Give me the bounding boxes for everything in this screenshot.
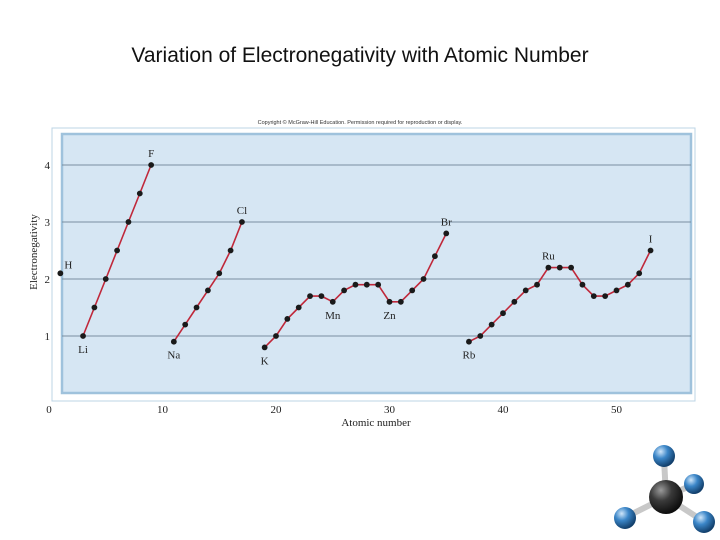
element-label: Zn xyxy=(383,310,396,322)
element-label: F xyxy=(148,148,154,160)
data-point xyxy=(443,230,450,237)
element-label: Cl xyxy=(237,205,247,217)
data-point xyxy=(556,264,563,271)
y-tick-label: 3 xyxy=(45,217,51,229)
data-point xyxy=(273,333,279,339)
data-point xyxy=(80,333,86,339)
data-point xyxy=(500,310,506,317)
plot-background xyxy=(60,132,693,395)
data-point xyxy=(488,321,495,328)
element-labels: H Li F Na Cl K Mn Zn Br Rb Ru I xyxy=(64,148,652,367)
element-label: Mn xyxy=(325,310,341,322)
data-point xyxy=(545,264,552,271)
data-point xyxy=(568,264,574,271)
x-tick-label: 10 xyxy=(157,404,169,416)
x-tick-label: 20 xyxy=(271,404,283,416)
x-tick-label: 30 xyxy=(384,404,396,416)
data-point xyxy=(205,287,211,294)
data-point xyxy=(170,338,177,345)
element-label: Br xyxy=(441,216,452,228)
x-tick-label: 0 xyxy=(46,404,52,416)
element-label: H xyxy=(64,259,72,271)
data-point xyxy=(624,281,631,288)
data-point xyxy=(284,316,291,322)
data-point xyxy=(216,270,223,277)
data-point xyxy=(352,281,359,288)
element-label: Na xyxy=(167,350,180,362)
copyright-notice: Copyright © McGraw-Hill Education. Permi… xyxy=(258,119,463,126)
y-tick-label: 4 xyxy=(45,160,51,172)
data-point xyxy=(136,190,143,197)
data-point xyxy=(57,270,64,277)
data-point xyxy=(522,287,529,294)
data-point xyxy=(91,304,98,311)
slide-title: Variation of Electronegativity with Atom… xyxy=(131,44,589,67)
data-point xyxy=(125,219,132,225)
data-point xyxy=(386,298,393,305)
data-point xyxy=(182,321,189,328)
data-point xyxy=(647,247,654,254)
data-point xyxy=(193,304,200,311)
data-point xyxy=(579,281,586,288)
data-point xyxy=(227,247,234,254)
data-point xyxy=(318,293,325,299)
element-label: I xyxy=(649,234,653,246)
data-point xyxy=(636,270,643,277)
data-point xyxy=(102,276,109,282)
data-point xyxy=(341,287,347,294)
element-label: K xyxy=(261,355,269,367)
data-point xyxy=(329,298,336,305)
data-point xyxy=(477,333,484,339)
element-label: Rb xyxy=(463,350,476,362)
x-axis-label: Atomic number xyxy=(341,417,411,429)
data-points xyxy=(57,162,654,351)
y-tick-label: 2 xyxy=(45,274,51,286)
data-point xyxy=(534,281,540,288)
grid-lines xyxy=(62,164,691,337)
data-point xyxy=(409,287,416,294)
x-tick-label: 50 xyxy=(611,404,623,416)
data-point xyxy=(397,298,404,305)
data-point xyxy=(602,293,609,299)
data-point xyxy=(420,276,427,282)
molecule-icon xyxy=(614,445,715,533)
data-point xyxy=(613,287,620,294)
element-label: Li xyxy=(78,344,88,356)
data-point xyxy=(295,304,302,311)
y-axis-label: Electronegativity xyxy=(28,214,40,290)
x-tick-label: 40 xyxy=(498,404,510,416)
data-point xyxy=(511,298,518,305)
y-tick-label: 1 xyxy=(45,331,51,343)
data-point xyxy=(114,247,120,254)
data-point xyxy=(466,338,472,345)
data-point xyxy=(261,344,268,351)
data-point xyxy=(363,281,370,288)
data-point xyxy=(375,281,382,288)
data-point xyxy=(590,293,597,299)
data-point xyxy=(148,162,155,168)
data-point xyxy=(432,253,438,260)
element-label: Ru xyxy=(542,251,555,263)
data-point xyxy=(307,293,313,299)
data-point xyxy=(239,219,245,225)
